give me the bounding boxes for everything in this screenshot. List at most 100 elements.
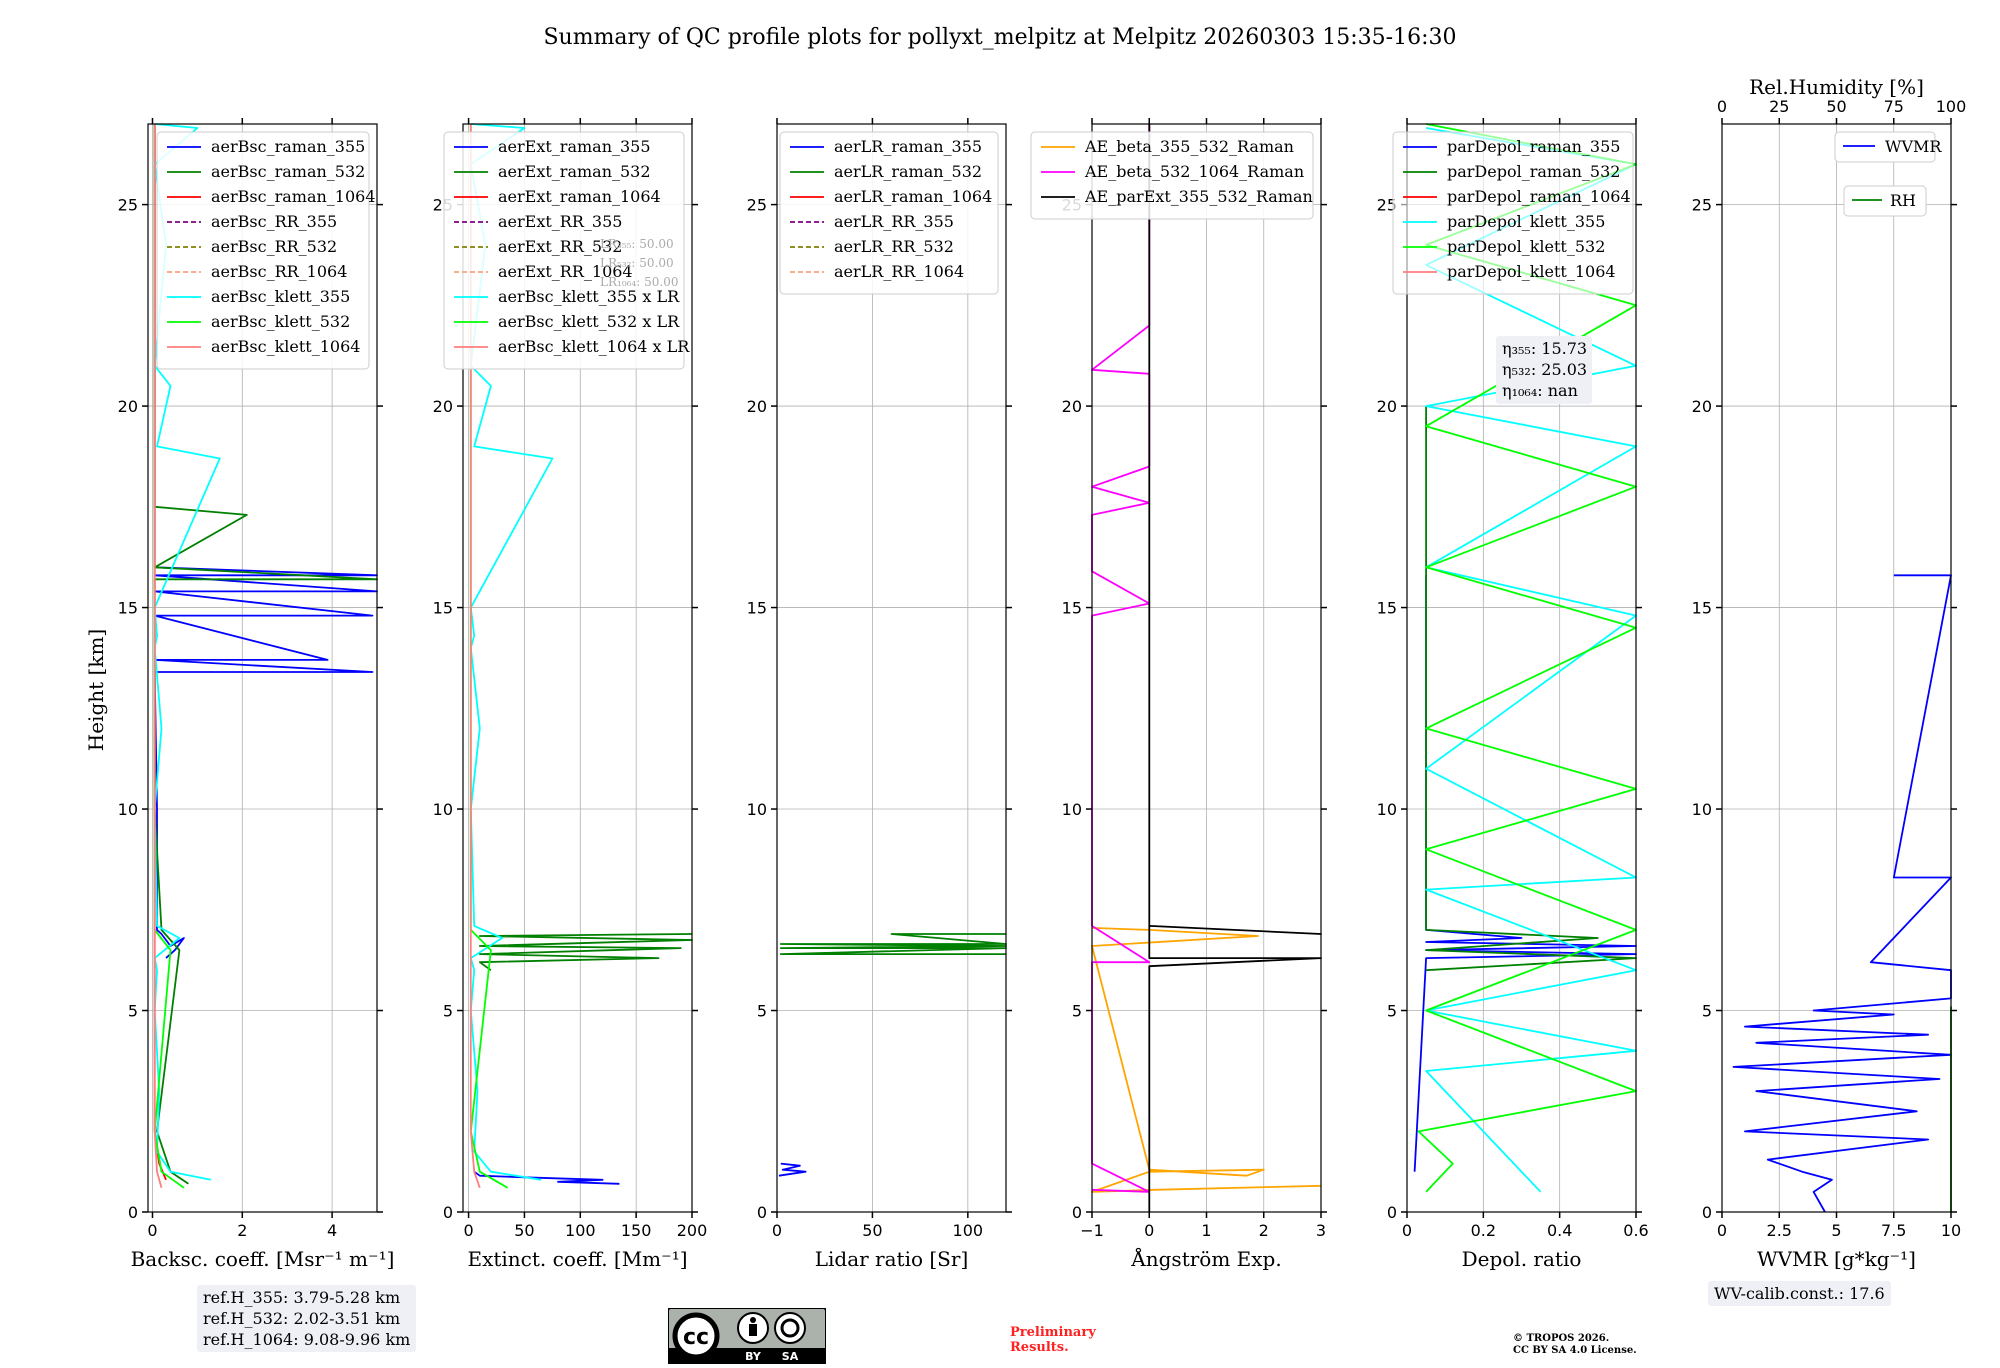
- series-line-aerlr-raman-532: [779, 933, 1007, 955]
- x-tick-label: 0: [147, 1221, 157, 1240]
- y-tick-label: 15: [1062, 599, 1082, 618]
- legend-entry: parDepol_raman_355: [1447, 137, 1620, 156]
- series-line-aerbsc-klett-1064-x-lr: [469, 124, 481, 1189]
- x-tick-label: 2.5: [1767, 1221, 1792, 1240]
- copyright-note: © TROPOS 2026. CC BY SA 4.0 License.: [1513, 1333, 1637, 1357]
- top-x-tick-label: 50: [1826, 97, 1846, 116]
- y-tick-label: 25: [1377, 196, 1397, 215]
- y-tick-label: 5: [757, 1002, 767, 1021]
- legend-frame-wvmr: [1834, 131, 1936, 163]
- y-tick-label: 5: [1702, 1002, 1712, 1021]
- legend: aerLR_raman_355 aerLR_raman_532 aerLR_rama…: [779, 131, 999, 295]
- x-axis-label: Extinct. coeff. [Mm⁻¹]: [467, 1247, 687, 1271]
- series-line-aerbsc-klett-1064: [153, 124, 163, 1189]
- panel-4: −101230510152025Ångström Exp.AE_beta_355…: [1030, 118, 1327, 1271]
- series-line-aerext-raman-355: [473, 1170, 620, 1185]
- y-tick-label: 0: [443, 1203, 453, 1222]
- y-tick-label: 20: [1062, 397, 1082, 416]
- lr-annotation: LR₁₀₆₄: 50.00: [600, 275, 678, 289]
- y-tick-label: 10: [1377, 800, 1397, 819]
- x-axis-label: WVMR [g*kg⁻¹]: [1757, 1247, 1916, 1271]
- y-tick-label: 10: [1692, 800, 1712, 819]
- copyright-line-2: CC BY SA 4.0 License.: [1513, 1345, 1637, 1356]
- axes-frame: [462, 123, 693, 1213]
- legend-entry: aerBsc_RR_532: [211, 237, 337, 256]
- legend: aerExt_raman_355 aerExt_raman_532 aerExt_r…: [443, 131, 690, 370]
- y-tick-label: 0: [1702, 1203, 1712, 1222]
- legend-entry: aerLR_RR_1064: [834, 262, 964, 281]
- legend: parDepol_raman_355 parDepol_raman_532 parD…: [1392, 131, 1634, 295]
- axes-frame: [147, 123, 378, 1213]
- y-tick-label: 20: [747, 397, 767, 416]
- series-line-aerext-raman-532: [478, 933, 693, 971]
- ref-height-1064: ref.H_1064: 9.08-9.96 km: [203, 1330, 411, 1349]
- y-tick-label: 0: [1387, 1203, 1397, 1222]
- legend-entry: aerExt_RR_355: [498, 212, 622, 231]
- x-tick-label: 2: [237, 1221, 247, 1240]
- cc-by-label: BY: [745, 1350, 762, 1363]
- legend-entry: aerExt_raman_1064: [498, 187, 661, 206]
- y-tick-label: 0: [1072, 1203, 1082, 1222]
- wv-calibration-box: WV-calib.const.: 17.6: [1708, 1281, 1891, 1306]
- legend-entry: aerExt_RR_532: [498, 237, 622, 256]
- x-tick-label: 10: [1941, 1221, 1961, 1240]
- eta-value: η₃₅₅: 15.73: [1502, 339, 1587, 358]
- y-tick-label: 10: [747, 800, 767, 819]
- y-tick-label: 20: [1692, 397, 1712, 416]
- legend: AE_beta_355_532_Raman AE_beta_532_1064_Ra…: [1030, 131, 1314, 220]
- legend-frame: [156, 131, 370, 370]
- legend-entry: aerLR_raman_355: [834, 137, 982, 156]
- y-tick-label: 25: [747, 196, 767, 215]
- legend-frame: [443, 131, 685, 370]
- legend-entry: aerBsc_klett_532 x LR: [498, 312, 680, 331]
- y-tick-label: 0: [757, 1203, 767, 1222]
- legend-entry: aerBsc_RR_355: [211, 212, 337, 231]
- preliminary-note: Preliminary Results.: [1010, 1325, 1096, 1355]
- legend-entry: aerExt_RR_1064: [498, 262, 633, 281]
- copyright-line-1: © TROPOS 2026.: [1513, 1333, 1610, 1344]
- legend-entry: AE_beta_532_1064_Raman: [1084, 162, 1304, 181]
- svg-text:cc: cc: [683, 1325, 709, 1350]
- x-tick-label: 0.6: [1623, 1221, 1648, 1240]
- legend-entry: parDepol_raman_1064: [1447, 187, 1631, 206]
- y-tick-label: 25: [1692, 196, 1712, 215]
- y-axis-label: Height [km]: [84, 629, 108, 751]
- y-tick-label: 5: [443, 1002, 453, 1021]
- x-tick-label: 2: [1259, 1221, 1269, 1240]
- eta-box: η₃₅₅: 15.73 η₅₃₂: 25.03 η₁₀₆₄: nan: [1496, 336, 1592, 404]
- legend-entry: parDepol_raman_532: [1447, 162, 1620, 181]
- series-line-ae-parext-355-532-raman: [1148, 124, 1322, 1212]
- x-tick-label: 3: [1316, 1221, 1326, 1240]
- preliminary-line-1: Preliminary: [1010, 1325, 1096, 1340]
- legend-frame: [1030, 131, 1314, 220]
- legend-entry: AE_beta_355_532_Raman: [1084, 137, 1294, 156]
- legend-entry: aerBsc_raman_355: [211, 137, 365, 156]
- legend-entry: parDepol_klett_1064: [1447, 262, 1616, 281]
- legend-entry: aerLR_raman_532: [834, 162, 982, 181]
- x-tick-label: 200: [677, 1221, 708, 1240]
- legend-frame-rh: [1843, 185, 1927, 217]
- panel-3: 0 50 100 0 5 10 15 20 25 Lidar ratio [Sr] aerLR_ra…: [747, 118, 1012, 1271]
- lr-annotation: LR₃₅₅: 50.00: [600, 237, 674, 251]
- panel-1: 0 2 4 0 5 10 15 20 25 Backsc. coeff. [Msr⁻¹ m⁻¹] a…: [118, 118, 394, 1271]
- panel-5: 0 0.2 0.4 0.6 0 5 10 15 20 25 Depol. ratio parDepol…: [1377, 118, 1649, 1271]
- series-line-pardepol-klett-355: [1425, 127, 1637, 1193]
- legend-entry: RH: [1890, 191, 1916, 210]
- y-tick-label: 20: [433, 397, 453, 416]
- x-tick-label: 1: [1201, 1221, 1211, 1240]
- x-tick-label: 150: [621, 1221, 652, 1240]
- x-tick-label: 50: [514, 1221, 534, 1240]
- x-tick-label: 0: [1717, 1221, 1727, 1240]
- legend-entry: aerBsc_klett_1064 x LR: [498, 337, 690, 356]
- x-tick-label: 0: [1402, 1221, 1412, 1240]
- y-tick-label: 5: [1072, 1002, 1082, 1021]
- x-tick-label: 0.2: [1471, 1221, 1496, 1240]
- y-tick-label: 10: [1062, 800, 1082, 819]
- x-tick-label: 0: [463, 1221, 473, 1240]
- y-tick-label: 15: [1377, 599, 1397, 618]
- eta-value: η₁₀₆₄: nan: [1502, 381, 1578, 400]
- legend-frame: [1392, 131, 1634, 295]
- legend-entry: aerBsc_klett_355: [211, 287, 350, 306]
